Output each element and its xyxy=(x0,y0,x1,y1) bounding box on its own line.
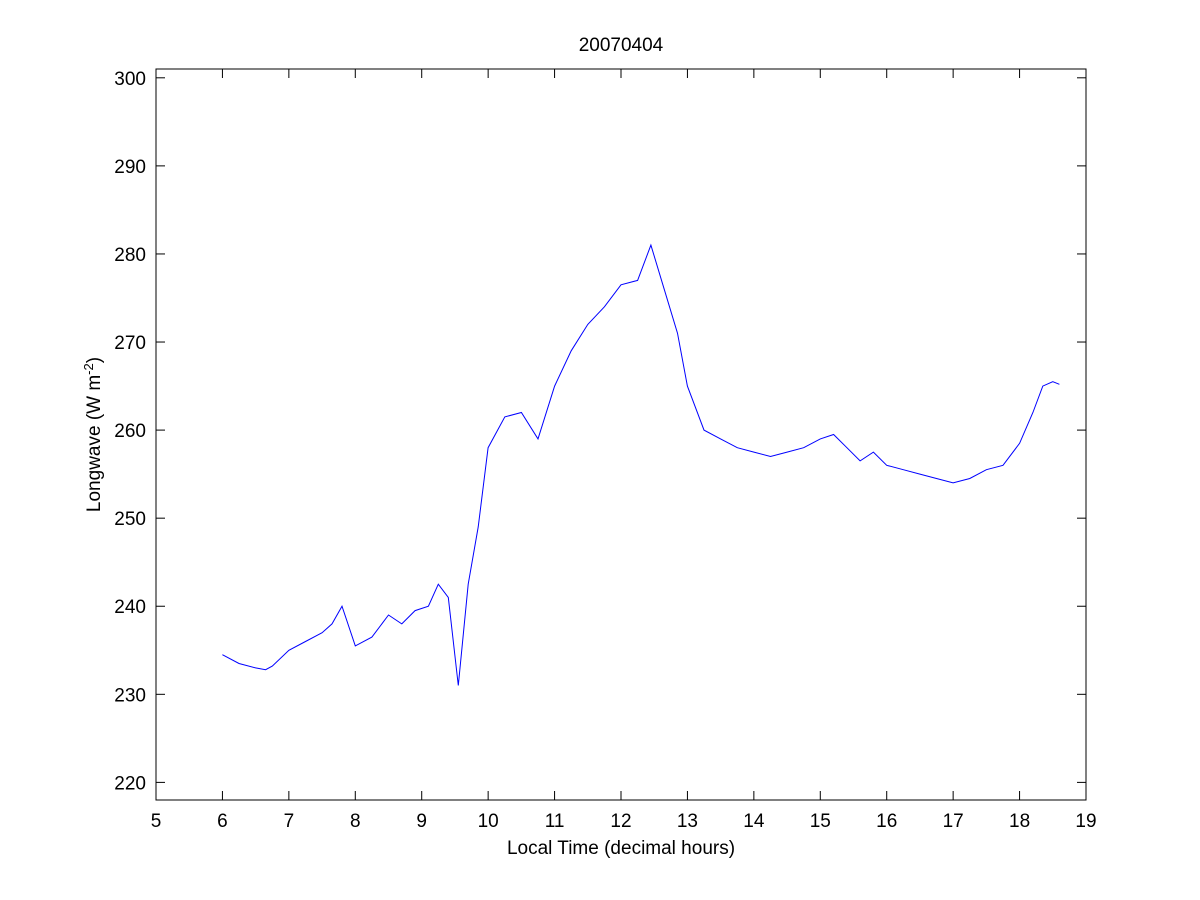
y-tick-label: 290 xyxy=(114,157,146,178)
x-tick-label: 19 xyxy=(1075,811,1096,832)
y-tick-label: 230 xyxy=(114,685,146,706)
y-axis-title: Longwave (W m-2) xyxy=(81,357,106,512)
x-tick-label: 6 xyxy=(217,811,228,832)
x-tick-label: 15 xyxy=(810,811,831,832)
x-tick-label: 18 xyxy=(1009,811,1030,832)
x-axis-title: Local Time (decimal hours) xyxy=(507,838,735,859)
x-tick-label: 8 xyxy=(350,811,361,832)
y-tick-label: 260 xyxy=(114,421,146,442)
x-tick-label: 16 xyxy=(876,811,897,832)
y-tick-label: 280 xyxy=(114,245,146,266)
x-tick-label: 14 xyxy=(743,811,765,832)
x-tick-label: 5 xyxy=(151,811,162,832)
x-tick-label: 9 xyxy=(416,811,427,832)
longwave-series-line xyxy=(222,243,1060,686)
x-tick-label: 7 xyxy=(284,811,295,832)
y-tick-label: 240 xyxy=(114,597,146,618)
x-tick-label: 17 xyxy=(943,811,964,832)
y-axis-title-close: ) xyxy=(84,357,105,363)
x-tick-label: 10 xyxy=(478,811,499,832)
y-tick-label: 220 xyxy=(114,773,146,794)
y-tick-label: 250 xyxy=(114,509,146,530)
chart-title: 20070404 xyxy=(579,35,664,56)
x-axis-ticks: 5 6 7 8 9 10 11 12 13 14 15 16 17 18 19 xyxy=(151,69,1097,832)
y-axis-ticks: 220 230 240 250 260 270 280 290 300 xyxy=(114,69,1086,794)
y-axis-title-main: Longwave (W m xyxy=(84,375,105,512)
x-tick-label: 11 xyxy=(545,811,565,832)
y-tick-label: 270 xyxy=(114,333,146,354)
y-tick-label: 300 xyxy=(114,69,146,90)
y-axis-title-superscript: -2 xyxy=(81,363,96,375)
x-tick-label: 13 xyxy=(677,811,698,832)
plot-area xyxy=(222,243,1060,686)
x-tick-label: 12 xyxy=(610,811,631,832)
